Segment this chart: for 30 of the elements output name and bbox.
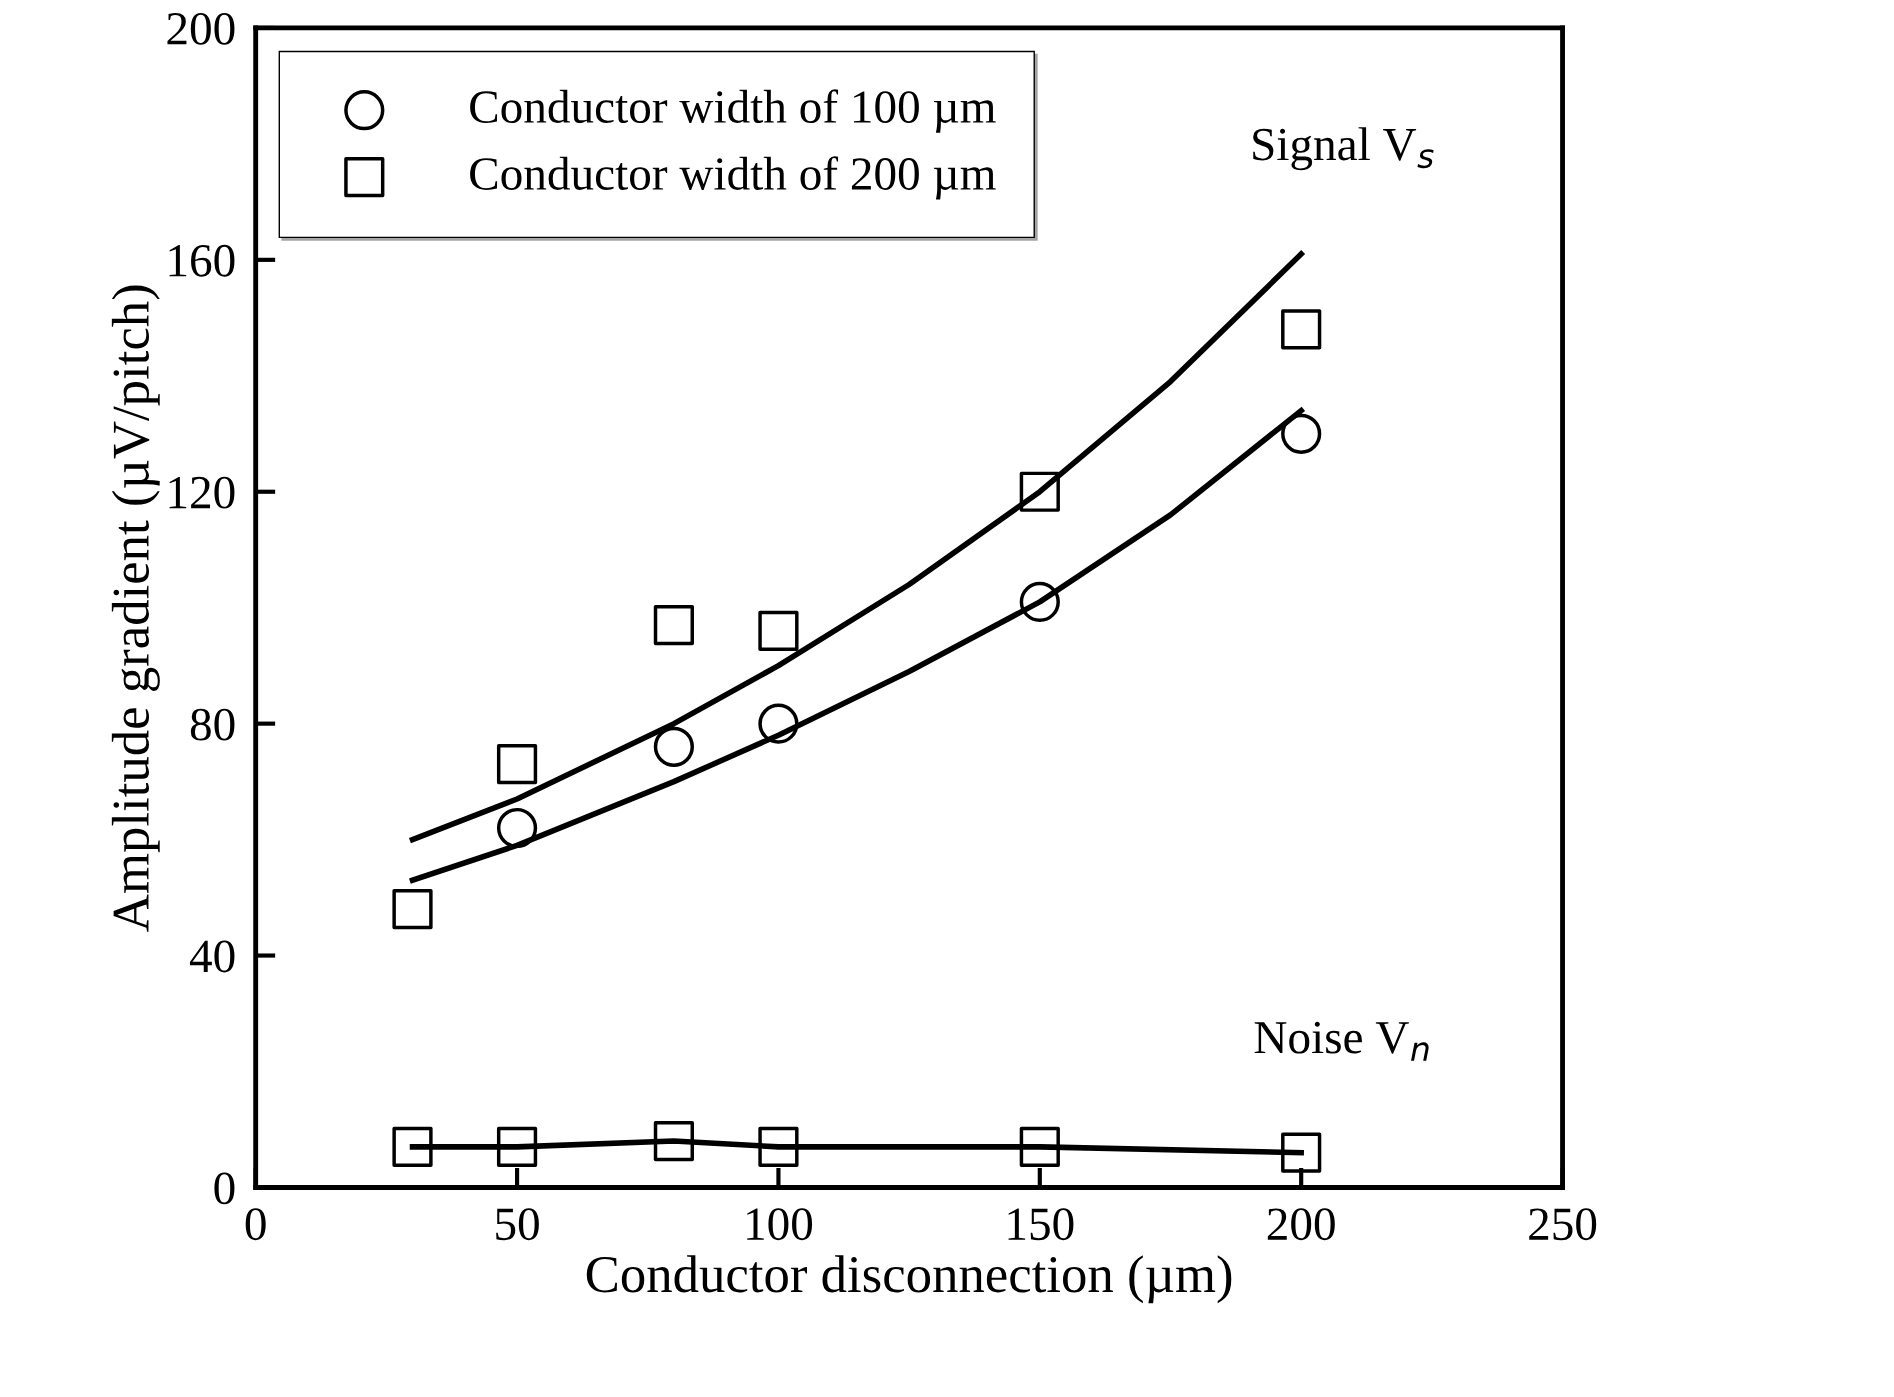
y-tick-label: 0: [214, 1172, 235, 1205]
x-tick-label: 200: [1267, 1208, 1335, 1241]
point: [496, 1126, 538, 1167]
y-tick-label: 80: [190, 708, 235, 741]
point: [653, 604, 694, 646]
point: [1281, 1132, 1322, 1173]
point: [653, 1120, 694, 1162]
legend-label: Conductor width of 100 µm: [470, 89, 996, 133]
point: [392, 889, 433, 930]
y-tick-label: 40: [189, 940, 235, 973]
y-tick-label: 160: [169, 244, 235, 277]
legend-label: Conductor width of 200 µm: [470, 156, 996, 200]
point: [758, 610, 799, 651]
annotation: Signal V$_{s}$: [1253, 127, 1434, 171]
y-tick-label: 200: [167, 12, 235, 45]
x-tick-label: 50: [496, 1208, 539, 1241]
point: [1019, 471, 1060, 512]
point: [392, 1126, 433, 1167]
point: [758, 1126, 799, 1167]
x-tick-label: 150: [1008, 1208, 1074, 1241]
point: [1019, 1126, 1060, 1167]
annotation: Noise V$_{n}$: [1254, 1021, 1429, 1061]
y-tick-label: 120: [169, 476, 235, 509]
x-axis-title: Conductor disconnection (µm): [586, 1255, 1232, 1304]
x-tick-label: 100: [747, 1208, 813, 1241]
x-tick-label: 0: [245, 1208, 266, 1241]
point: [496, 744, 538, 785]
y-axis-title: Amplitude gradient (µV/pitch): [111, 285, 160, 932]
point: [1281, 309, 1322, 350]
x-tick-label: 250: [1529, 1208, 1597, 1241]
